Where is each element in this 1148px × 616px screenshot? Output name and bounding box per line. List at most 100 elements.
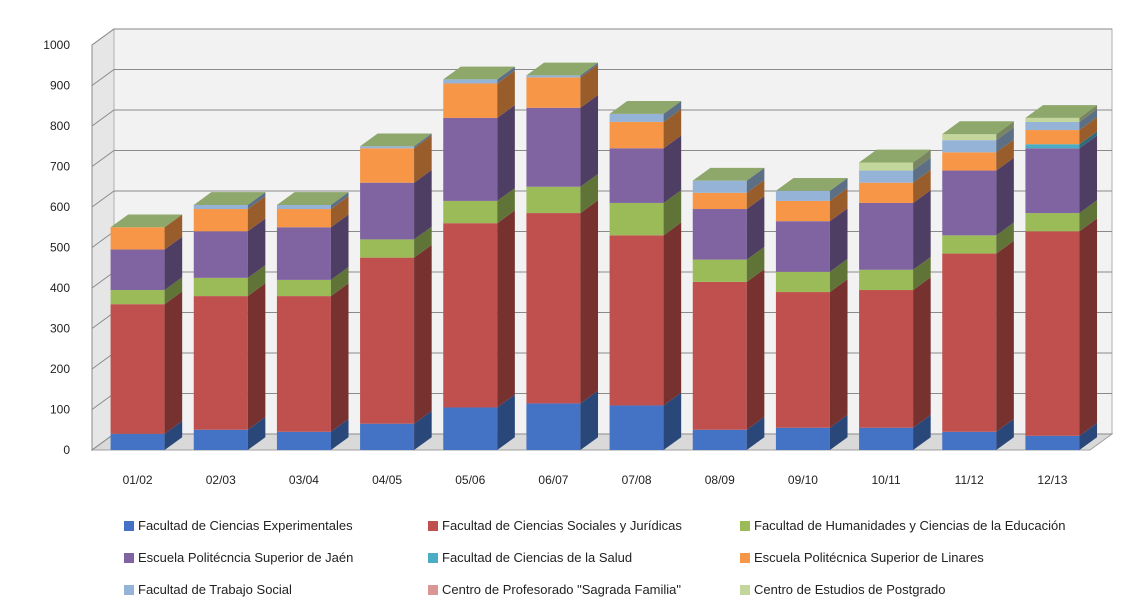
bar-segment-side bbox=[164, 277, 183, 305]
legend-label: Centro de Profesorado "Sagrada Familia" bbox=[442, 582, 682, 597]
bar-segment bbox=[526, 403, 581, 450]
bar-segment bbox=[360, 239, 415, 258]
bar-top bbox=[526, 62, 599, 76]
bar-stack-12-13 bbox=[1025, 105, 1098, 450]
bar-segment-side bbox=[663, 190, 682, 236]
x-tick-label: 04/05 bbox=[372, 473, 402, 487]
bar-segment-side bbox=[330, 214, 349, 280]
x-tick-label: 07/08 bbox=[622, 473, 652, 487]
bar-top bbox=[775, 178, 848, 191]
bar-segment bbox=[609, 121, 664, 149]
legend-swatch bbox=[428, 552, 438, 563]
bar-segment bbox=[360, 146, 415, 149]
bar-segment bbox=[859, 182, 914, 203]
bar-segment-side bbox=[829, 188, 848, 222]
bar-segment-side bbox=[829, 178, 848, 201]
bar-segment-side bbox=[247, 192, 266, 210]
bar-stack-01-02 bbox=[110, 214, 183, 450]
bar-segment bbox=[526, 107, 581, 187]
bar-segment bbox=[1025, 148, 1080, 214]
bar-segment bbox=[775, 427, 830, 450]
x-tick-label: 05/06 bbox=[455, 473, 485, 487]
bar-segment-side bbox=[164, 291, 183, 434]
legend-item: Facultad de Ciencias de la Salud bbox=[428, 550, 632, 565]
y-tick-label: 800 bbox=[50, 119, 70, 133]
bar-stack-05-06 bbox=[443, 66, 515, 450]
bar-top bbox=[193, 192, 266, 205]
bar-segment-side bbox=[746, 246, 765, 282]
y-tick-label: 600 bbox=[50, 200, 70, 214]
bar-segment-side bbox=[996, 418, 1014, 450]
bar-stack-07-08 bbox=[609, 101, 682, 450]
legend-item: Facultad de Humanidades y Ciencias de la… bbox=[740, 518, 1065, 533]
bar-segment-side bbox=[497, 70, 515, 118]
bar-segment bbox=[775, 200, 830, 222]
legend-swatch bbox=[124, 520, 134, 531]
bar-segment bbox=[110, 433, 165, 450]
bar-segment bbox=[942, 235, 997, 254]
legend-label: Facultad de Ciencias de la Salud bbox=[442, 550, 633, 565]
bar-segment-side bbox=[829, 279, 848, 428]
legend-item: Centro de Profesorado "Sagrada Familia" bbox=[428, 582, 681, 597]
bar-segment bbox=[859, 202, 914, 270]
bar-segment-side bbox=[996, 121, 1014, 141]
bar-segment-side bbox=[247, 283, 266, 430]
bar-segment-side bbox=[330, 196, 349, 228]
y-tick-label: 200 bbox=[50, 362, 70, 376]
bar-segment bbox=[775, 292, 830, 428]
bar-segment-side bbox=[1079, 200, 1098, 232]
bar-top bbox=[859, 149, 931, 163]
bar-segment bbox=[942, 152, 997, 171]
bar-segment bbox=[443, 200, 498, 224]
x-tick-label: 01/02 bbox=[123, 473, 153, 487]
bar-segment-side bbox=[746, 196, 765, 260]
bar-segment-side bbox=[913, 277, 931, 428]
bar-segment bbox=[193, 204, 248, 210]
bar-segment bbox=[692, 259, 747, 282]
bar-segment bbox=[609, 202, 664, 236]
x-tick-label: 10/11 bbox=[872, 473, 901, 487]
bar-segment bbox=[193, 296, 248, 430]
bar-top bbox=[110, 214, 183, 228]
bar-segment-side bbox=[580, 173, 599, 214]
y-tick-label: 0 bbox=[63, 443, 70, 457]
bar-segment bbox=[859, 290, 914, 428]
x-tick-label: 11/12 bbox=[955, 473, 984, 487]
bar-stack-10-11 bbox=[859, 149, 931, 450]
bar-segment bbox=[1025, 117, 1080, 122]
bar-stack-09-10 bbox=[775, 178, 848, 450]
y-tick-label: 900 bbox=[50, 79, 70, 93]
bar-segment-side bbox=[330, 267, 349, 297]
bars bbox=[110, 62, 1098, 450]
bar-segment-side bbox=[1079, 218, 1098, 436]
bar-segment bbox=[859, 427, 914, 450]
bar-segment-side bbox=[164, 236, 183, 291]
bar-segment bbox=[609, 235, 664, 406]
bar-segment-side bbox=[746, 180, 765, 210]
bar-segment bbox=[1025, 144, 1080, 149]
bar-segment bbox=[609, 405, 664, 450]
stacked-bar-chart: 0 100 200 300 400 500 600 700 800 900 1000 01/02 02… bbox=[43, 28, 1114, 487]
legend-item: Escuela Politécnica Superior de Linares bbox=[740, 550, 984, 565]
x-tick-label: 09/10 bbox=[788, 473, 818, 487]
bar-segment-side bbox=[663, 101, 682, 122]
bar-segment bbox=[360, 148, 415, 183]
y-tick-label: 500 bbox=[50, 241, 70, 255]
legend-swatch bbox=[124, 584, 134, 595]
legend-item: Facultad de Trabajo Social bbox=[124, 582, 292, 597]
bar-segment bbox=[526, 213, 581, 404]
bar-segment bbox=[110, 290, 165, 305]
bar-segment-side bbox=[414, 169, 432, 240]
bar-segment-side bbox=[580, 94, 599, 187]
bar-segment-side bbox=[414, 226, 432, 258]
bar-segment bbox=[1025, 130, 1080, 145]
bar-segment-side bbox=[580, 200, 599, 404]
bar-segment-side bbox=[164, 214, 183, 250]
bar-segment-side bbox=[829, 414, 848, 450]
bar-segment-side bbox=[996, 222, 1014, 254]
legend-swatch bbox=[124, 552, 134, 563]
bar-segment bbox=[276, 431, 331, 450]
bar-segment-side bbox=[497, 210, 515, 408]
x-tick-label: 03/04 bbox=[289, 473, 319, 487]
bar-segment-side bbox=[746, 416, 765, 450]
